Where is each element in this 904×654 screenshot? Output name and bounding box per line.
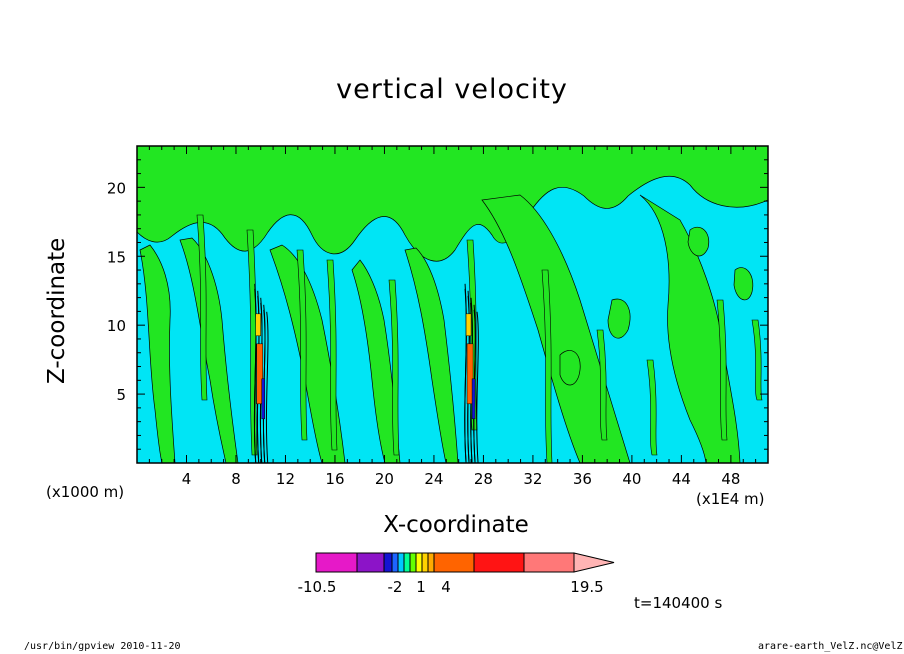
convective-core xyxy=(253,283,269,463)
convective-core xyxy=(464,283,479,463)
colorbar-extend xyxy=(573,552,615,573)
core-updraft-weak xyxy=(255,313,261,337)
contour-streak xyxy=(196,214,208,401)
contour-region-positive xyxy=(687,226,710,257)
colorbar-segment xyxy=(397,552,405,573)
contour-region-positive xyxy=(733,267,754,301)
colorbar-segment xyxy=(433,552,475,573)
contour-region-positive xyxy=(639,194,741,463)
footer-right: arare-earth_VelZ.nc@VelZ xyxy=(758,641,903,652)
time-label: t=140400 s xyxy=(634,594,723,612)
chart-title: vertical velocity xyxy=(336,74,568,105)
x-axis-unit-right: (x1E4 m) xyxy=(696,490,765,508)
core-contour xyxy=(265,311,269,463)
x-tick-label: 8 xyxy=(231,470,241,488)
colorbar-segment xyxy=(473,552,525,573)
colorbar-segment xyxy=(315,552,358,573)
colorbar-segment xyxy=(415,552,423,573)
x-tick-label: 32 xyxy=(523,470,542,488)
core-contour xyxy=(464,288,467,463)
contour-field xyxy=(137,146,768,463)
colorbar-segment xyxy=(421,552,429,573)
x-axis: 4 8 12 16 20 24 28 32 36 40 44 48 xyxy=(148,146,757,488)
y-axis: 5 10 15 20 xyxy=(107,159,768,450)
colorbar-segment xyxy=(523,552,575,573)
x-tick-label: 44 xyxy=(672,470,691,488)
x-tick-label: 48 xyxy=(721,470,740,488)
colorbar-label: 1 xyxy=(416,578,426,596)
core-contour xyxy=(473,309,476,463)
core-updraft xyxy=(256,343,263,405)
core-contour xyxy=(262,309,266,463)
colorbar-segment xyxy=(409,552,417,573)
core-downdraft xyxy=(471,378,476,420)
colorbar-segment xyxy=(427,552,435,573)
colorbar-label: -10.5 xyxy=(298,578,337,596)
core-updraft-weak xyxy=(465,313,472,337)
y-axis-label: Z-coordinate xyxy=(44,237,70,384)
core-updraft xyxy=(466,343,474,405)
x-axis-label: X-coordinate xyxy=(383,512,529,538)
colorbar-segment xyxy=(356,552,385,573)
core-downdraft xyxy=(261,378,265,420)
colorbar-label: 19.5 xyxy=(570,578,603,596)
colorbar: -10.5 -2 1 4 19.5 xyxy=(298,552,615,596)
footer-left: /usr/bin/gpview 2010-11-20 xyxy=(24,641,181,652)
contour-region-positive xyxy=(137,146,768,262)
y-tick-label: 10 xyxy=(107,317,126,335)
contour-streak xyxy=(326,259,338,451)
core-contour xyxy=(253,288,257,463)
colorbar-label: 4 xyxy=(441,578,451,596)
contour-region-positive xyxy=(559,350,581,386)
colorbar-segment xyxy=(391,552,399,573)
contour-streak xyxy=(541,269,553,463)
colorbar-label: -2 xyxy=(388,578,403,596)
y-tick-label: 15 xyxy=(107,248,126,266)
contour-region-positive xyxy=(351,259,401,463)
x-tick-label: 28 xyxy=(474,470,493,488)
y-tick-label: 5 xyxy=(116,386,126,404)
x-tick-label: 4 xyxy=(182,470,192,488)
x-tick-label: 40 xyxy=(622,470,641,488)
x-tick-label: 20 xyxy=(375,470,394,488)
x-tick-label: 36 xyxy=(573,470,592,488)
colorbar-segment xyxy=(403,552,411,573)
contour-streak xyxy=(646,359,658,456)
contour-streak xyxy=(596,329,608,441)
x-tick-label: 16 xyxy=(325,470,344,488)
y-tick-label: 20 xyxy=(107,179,126,197)
contour-streak xyxy=(716,299,728,441)
contour-streak xyxy=(296,249,308,441)
colorbar-segment xyxy=(383,552,393,573)
x-tick-label: 12 xyxy=(276,470,295,488)
x-axis-unit-left: (x1000 m) xyxy=(46,483,125,501)
contour-streak xyxy=(751,319,763,401)
core-contour xyxy=(476,311,479,463)
x-tick-label: 24 xyxy=(424,470,443,488)
plot-frame xyxy=(136,145,769,464)
contour-streak xyxy=(388,279,400,456)
contour-region-positive xyxy=(607,298,631,339)
contour-region-positive xyxy=(404,247,459,463)
